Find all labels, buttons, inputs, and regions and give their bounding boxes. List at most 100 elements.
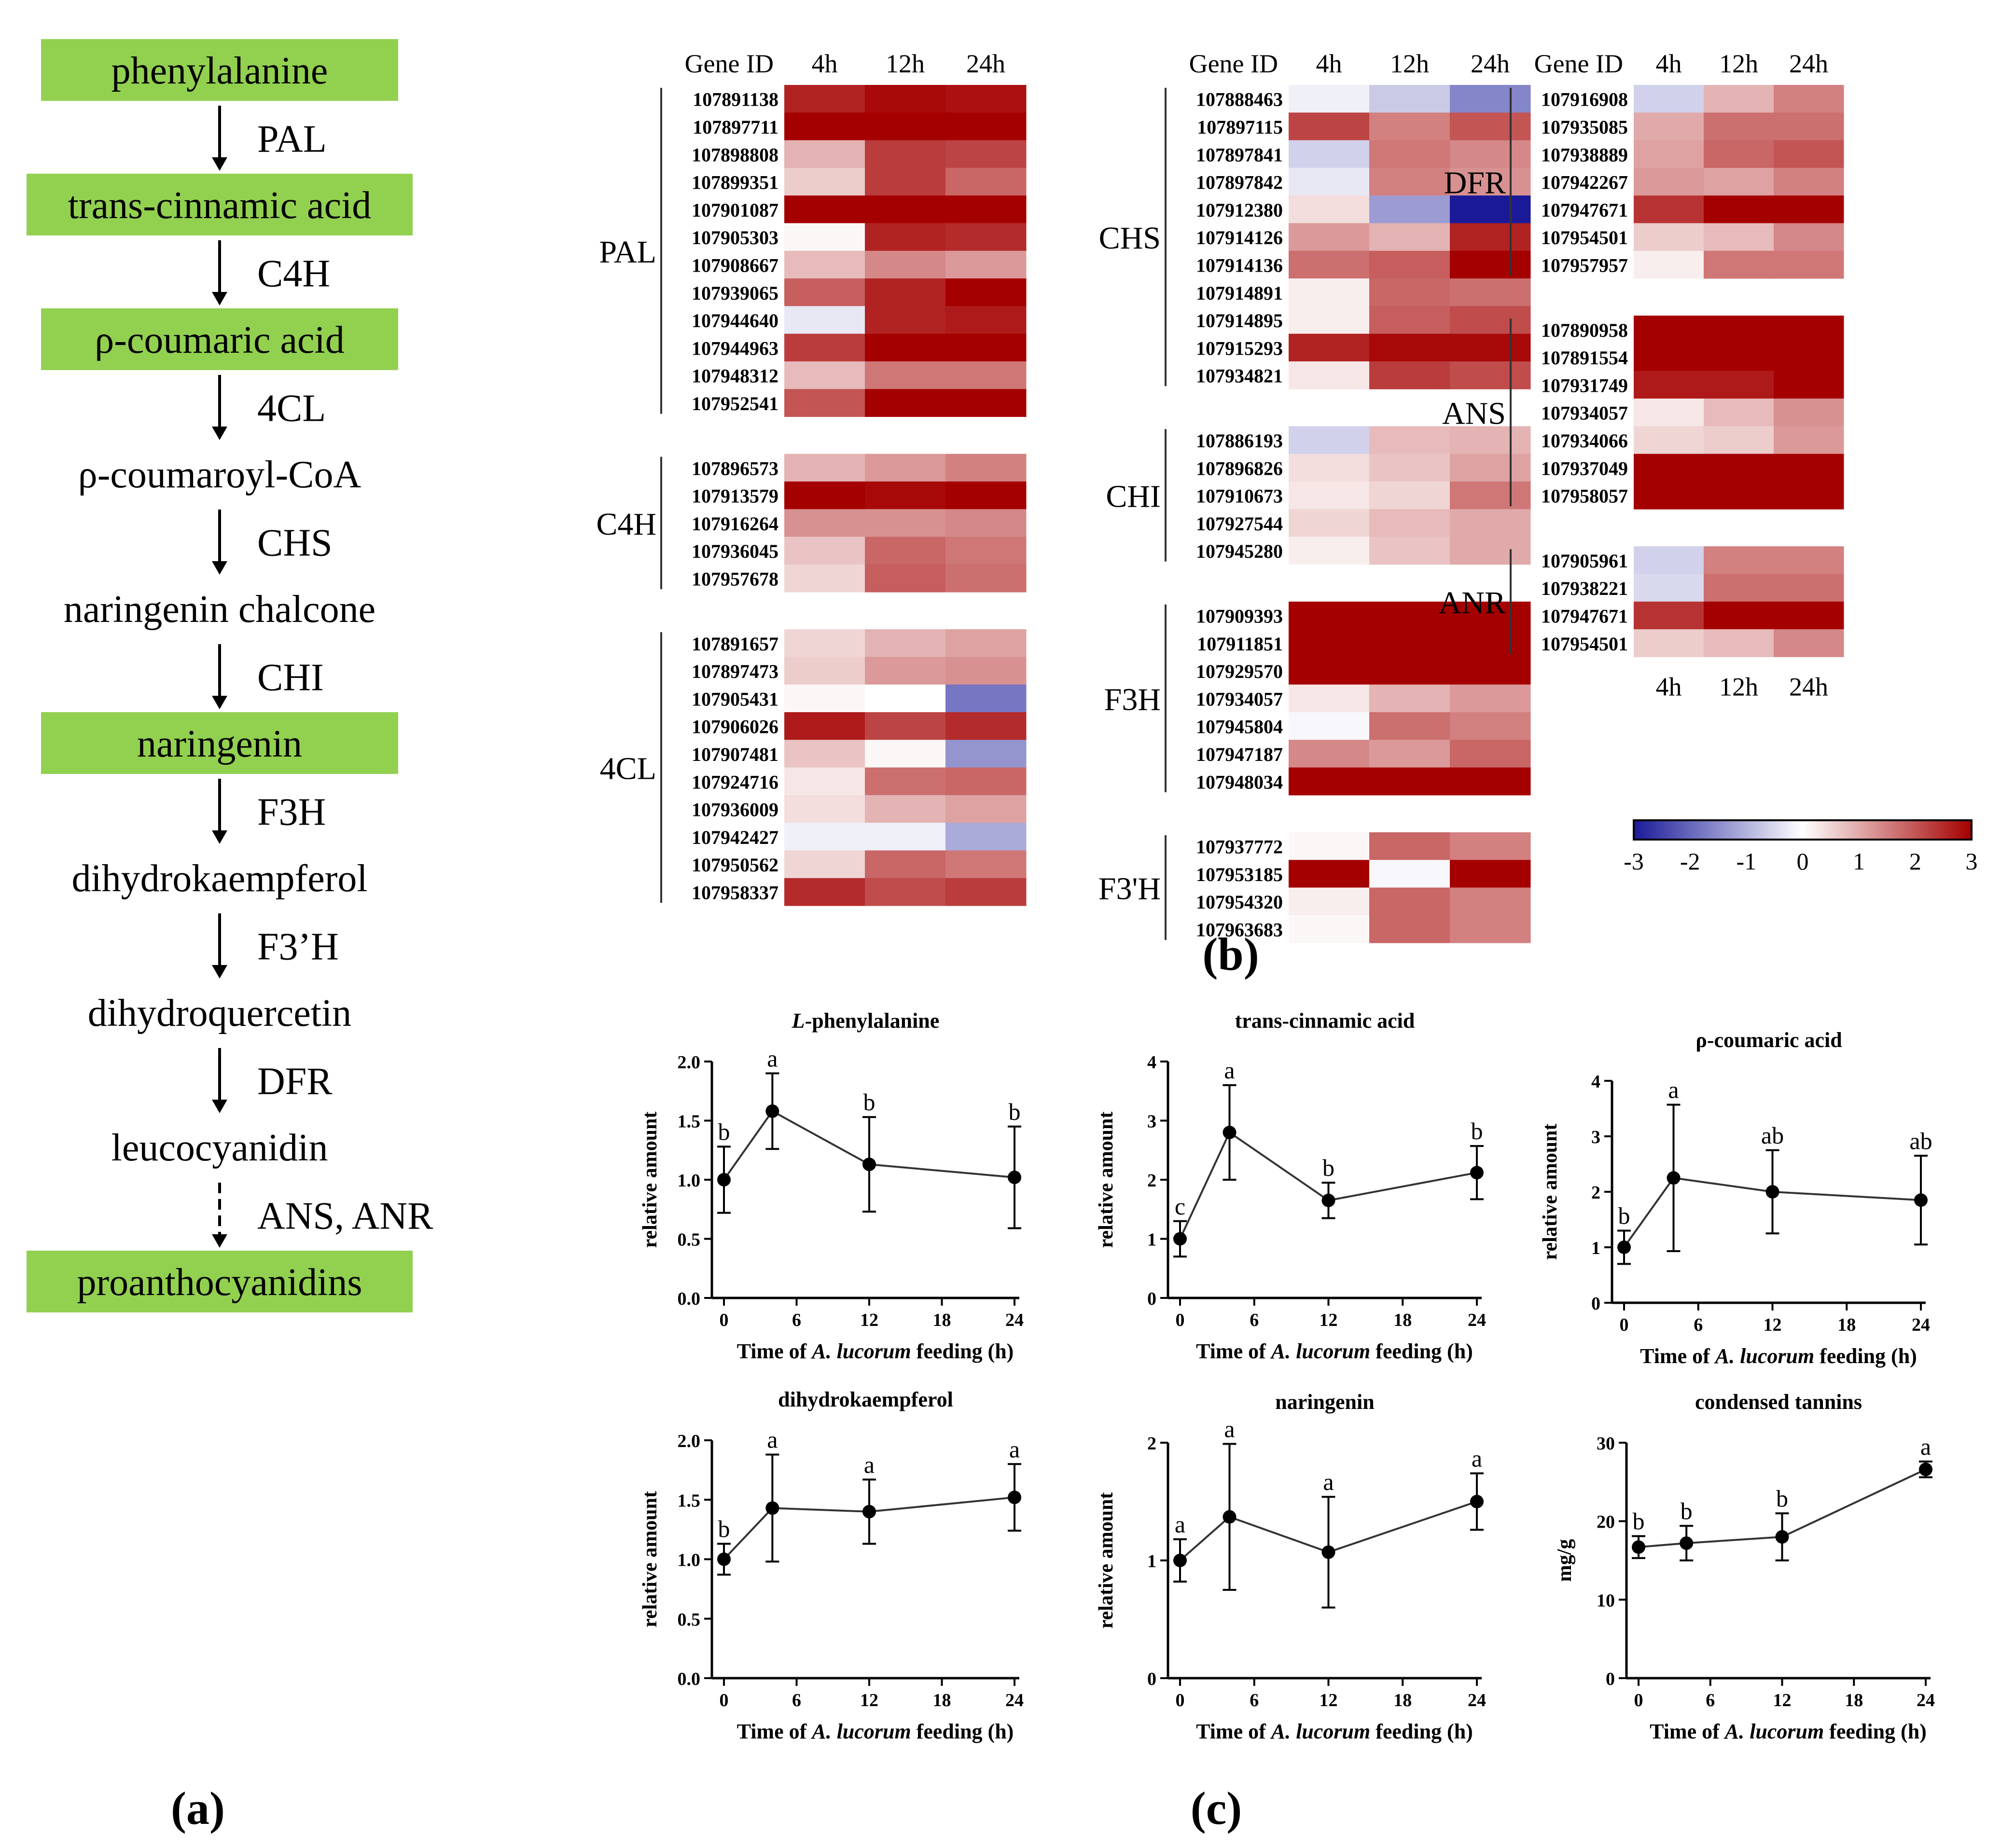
pathway-enzyme: CHI: [257, 657, 324, 699]
heatmap-cell: [1704, 629, 1774, 657]
x-tick-label: 6: [1706, 1690, 1715, 1710]
heatmap-cell: [1369, 167, 1450, 196]
x-tick-label: 6: [1250, 1690, 1259, 1710]
heatmap-enzyme-label: F3H: [1104, 682, 1161, 717]
heatmap-cell: [865, 85, 946, 113]
heatmap-header-time: 4h: [812, 49, 838, 78]
heatmap-cell: [1369, 657, 1450, 685]
heatmap-cell: [1704, 426, 1774, 455]
data-point: [1680, 1536, 1694, 1550]
heatmap-cell: [945, 112, 1027, 141]
heatmap-cell: [1289, 195, 1370, 223]
pathway-enzyme: F3H: [257, 791, 326, 834]
pathway-enzyme: ANS, ANR: [257, 1195, 433, 1238]
significance-letter: a: [1472, 1445, 1482, 1472]
pathway-compound: trans-cinnamic acid: [68, 184, 372, 227]
heatmap-cell: [1289, 684, 1370, 713]
heatmap-footer-time: 12h: [1719, 672, 1758, 701]
heatmap-cell: [945, 878, 1027, 906]
heatmap-gene-id: 107934821: [1196, 365, 1283, 387]
heatmap-cell: [1634, 343, 1704, 372]
heatmap-cell: [865, 509, 946, 537]
heatmap-enzyme-label: C4H: [596, 507, 656, 542]
y-axis-label: mg/g: [1554, 1539, 1576, 1582]
pathway-box: [41, 712, 398, 774]
x-tick-label: 12: [1773, 1690, 1792, 1710]
panel-label-c: (c): [1191, 1782, 1242, 1834]
heatmap-cell: [784, 140, 865, 168]
data-point: [1632, 1540, 1645, 1554]
heatmap-cell: [784, 878, 865, 906]
heatmap-gene-id: 107947671: [1541, 199, 1628, 221]
heatmap-cell: [1450, 684, 1531, 713]
y-tick-label: 10: [1597, 1590, 1615, 1611]
heatmap-gene-id: 107891138: [693, 89, 778, 110]
heatmap-cell: [1634, 601, 1704, 630]
heatmap-cell: [1704, 167, 1774, 196]
heatmap-cell: [784, 795, 865, 823]
heatmap-header-time: 24h: [966, 49, 1005, 78]
line-chart: condensed tannins 0 10 20 30 0 6 12 18 24 mg/g Time…: [1554, 1390, 1935, 1743]
heatmap-cell: [1704, 454, 1774, 482]
heatmap-cell: [1774, 601, 1844, 630]
heatmap-cell: [945, 537, 1027, 565]
pathway-compound: naringenin chalcone: [64, 588, 375, 631]
heatmap-cell: [784, 250, 865, 279]
x-tick-label: 24: [1917, 1690, 1935, 1710]
pathway-compound: leucocyanidin: [111, 1127, 328, 1169]
heatmap-gene-id: 107938889: [1541, 144, 1628, 165]
heatmap-cell: [945, 767, 1027, 796]
heatmap-cell: [1450, 601, 1531, 630]
heatmap-gene-id: 107934057: [1541, 402, 1628, 424]
data-point: [1775, 1530, 1789, 1544]
x-axis-label: Time of A. lucorum feeding (h): [737, 1720, 1014, 1743]
pathway-compound: dihydroquercetin: [88, 992, 351, 1034]
heatmap-gene-id: 107916264: [692, 513, 778, 535]
heatmap-cell: [1369, 454, 1450, 482]
x-axis-label: Time of A. lucorum feeding (h): [1640, 1344, 1917, 1368]
heatmap-cell: [945, 564, 1027, 593]
significance-letter: a: [1668, 1076, 1679, 1103]
colorbar-tick: 0: [1797, 848, 1809, 875]
heatmap-gene-id: 107891554: [1541, 347, 1628, 369]
heatmap-cell: [865, 167, 946, 196]
heatmap-cell: [865, 712, 946, 740]
heatmap-gene-id: 107916908: [1541, 89, 1628, 110]
pathway-compound: phenylalanine: [111, 50, 328, 92]
significance-letter: a: [1224, 1057, 1235, 1084]
y-tick-label: 2.0: [678, 1431, 701, 1451]
heatmap-gene-id: 107958337: [692, 882, 778, 903]
heatmap-cell: [784, 684, 865, 713]
heatmap-cell: [1289, 140, 1370, 168]
heatmap-gene-id: 107947671: [1541, 605, 1628, 627]
heatmap-cell: [1289, 167, 1370, 196]
heatmap-cell: [1369, 887, 1450, 916]
heatmap-cell: [1704, 85, 1774, 113]
heatmap-gene-id: 107944640: [692, 310, 778, 331]
heatmap-cell: [865, 333, 946, 362]
y-tick-label: 0: [1591, 1294, 1600, 1314]
y-axis-label: relative amount: [639, 1112, 661, 1248]
series-line: [723, 1110, 1015, 1181]
heatmap-cell: [1369, 684, 1450, 713]
heatmap-cell: [784, 850, 865, 879]
heatmap-gene-id: 107953185: [1196, 864, 1283, 885]
y-tick-label: 1: [1591, 1238, 1600, 1258]
significance-letter: b: [1471, 1117, 1483, 1145]
y-tick-label: 0: [1147, 1289, 1156, 1309]
heatmap-gene-id: 107927544: [1196, 513, 1283, 535]
y-tick-label: 0.5: [678, 1610, 701, 1630]
significance-letter: a: [1009, 1435, 1020, 1462]
heatmap-cell: [1369, 426, 1450, 455]
heatmap-gene-id: 107897842: [1196, 172, 1283, 193]
heatmap-cell: [1634, 195, 1704, 223]
heatmap-cell: [865, 537, 946, 565]
heatmap-gene-id: 107911851: [1197, 633, 1283, 655]
heatmap-gene-id: 107931749: [1541, 374, 1628, 396]
heatmap-gene-id: 107915293: [1196, 337, 1283, 359]
heatmap-gene-id: 107957957: [1541, 254, 1628, 276]
y-axis-label: relative amount: [1095, 1112, 1117, 1248]
data-point: [862, 1158, 876, 1172]
data-point: [1914, 1193, 1928, 1207]
